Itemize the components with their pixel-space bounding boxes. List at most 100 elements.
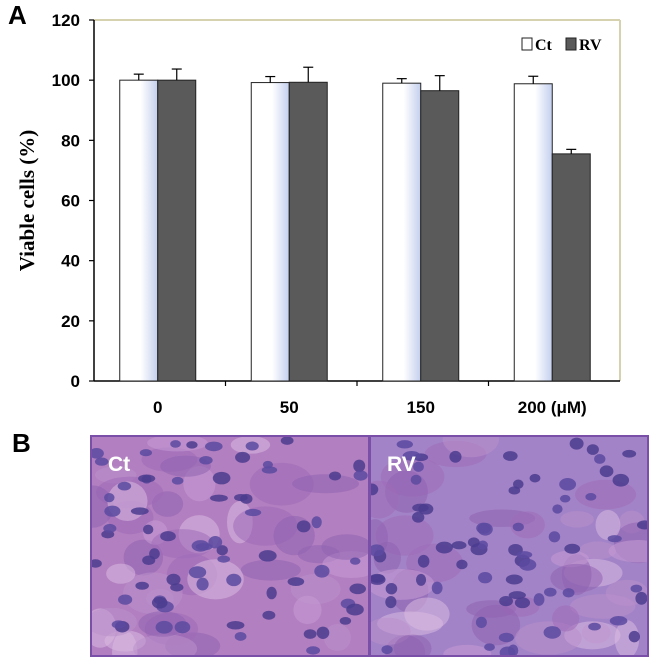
micrograph-ct-nucleus (135, 581, 149, 590)
micrograph-rv-cytoplasm (404, 597, 450, 631)
micrograph-ct-cytoplasm (249, 462, 314, 506)
micrograph-ct-nucleus (130, 507, 149, 515)
micrograph-rv-nucleus (630, 584, 643, 593)
y-tick-label: 60 (61, 192, 80, 211)
micrograph-rv-nucleus (435, 541, 453, 554)
micrograph-rv-cytoplasm (550, 550, 590, 568)
micrograph-rv-cytoplasm (443, 644, 492, 655)
micrograph-ct-nucleus (226, 620, 245, 630)
bar-rv-2 (420, 90, 460, 382)
micrograph-rv-nucleus (484, 643, 495, 651)
x-tick-label: 150 (407, 398, 435, 417)
micrograph-ct-nucleus (316, 626, 330, 639)
micrograph-rv-nucleus (519, 558, 537, 571)
micrograph-rv-cytoplasm (614, 620, 640, 655)
micrograph-ct-nucleus (346, 603, 364, 616)
micrograph-ct-nucleus (174, 621, 191, 634)
micrograph-ct-nucleus (104, 505, 121, 517)
micrograph-rv-nucleus (599, 465, 614, 478)
micrograph-rv-nucleus (514, 597, 531, 609)
micrograph-rv-nucleus (381, 645, 393, 655)
micrograph-rv-nucleus (456, 559, 468, 570)
micrograph-ct-nucleus (296, 520, 311, 533)
micrograph-rv-nucleus (512, 479, 524, 489)
micrograph-ct-nucleus (258, 550, 277, 562)
legend-swatch-ct (521, 37, 533, 51)
bar-ct-3 (513, 83, 553, 382)
micrograph-ct-image (92, 437, 368, 655)
micrograph-ct-nucleus (196, 577, 209, 591)
micrograph-rv-nucleus (385, 582, 398, 595)
micrograph-rv-label: RV (387, 453, 416, 476)
micrograph-rv-nucleus (477, 540, 488, 550)
micrograph-rv-nucleus (413, 461, 424, 472)
micrograph-rv-nucleus (609, 616, 628, 626)
micrograph-rv-nucleus (371, 574, 386, 585)
micrograph-rv-nucleus (503, 451, 518, 461)
micrograph-ct-nucleus (234, 632, 247, 641)
bar-ct-0 (119, 79, 159, 382)
bar-chart: 0 20 40 60 80 100 120 Viable cells (%) 0 50 150 200… (15, 11, 621, 417)
micrograph-ct-nucleus (235, 451, 251, 463)
micrograph-ct-nucleus (208, 536, 223, 549)
micrograph-rv-nucleus (371, 483, 379, 496)
micrograph-ct-nucleus (104, 493, 115, 503)
micrograph-ct-nucleus (303, 629, 317, 639)
micrograph-rv-nucleus (562, 588, 575, 598)
micrograph-rv-image (371, 437, 647, 655)
y-tick-label: 40 (61, 252, 80, 271)
micrograph-ct-nucleus (353, 470, 368, 481)
x-tick-label: 200 (μM) (518, 398, 587, 417)
micrograph-ct-cytoplasm (323, 624, 351, 652)
micrograph-ct-nucleus (311, 516, 322, 529)
micrograph-ct-nucleus (171, 476, 184, 485)
micrograph-ct-nucleus (103, 523, 117, 533)
micrograph-ct-nucleus (191, 540, 210, 552)
micrograph-rv-nucleus (637, 520, 647, 530)
micrograph-ct-nucleus (262, 610, 276, 620)
micrograph-rv-nucleus (410, 474, 422, 485)
micrograph-rv-nucleus (507, 644, 519, 655)
micrograph-ct-nucleus (166, 573, 181, 586)
micrograph-ct-cytoplasm (160, 455, 211, 477)
micrograph-ct-nucleus (244, 508, 262, 517)
micrograph-rv-nucleus (385, 596, 397, 609)
micrograph-ct-nucleus (117, 481, 132, 491)
micrograph-ct-nucleus (234, 493, 248, 502)
micrograph-ct-nucleus (306, 646, 321, 655)
micrograph-ct: Ct (90, 435, 370, 657)
micrograph-rv-nucleus (607, 535, 622, 543)
micrograph-ct-nucleus (170, 440, 181, 448)
micrograph-rv-cytoplasm (550, 563, 603, 593)
micrograph-ct-nucleus (94, 457, 109, 466)
micrograph-rv-nucleus (564, 543, 581, 554)
micrograph-ct-cytoplasm (293, 595, 322, 625)
micrograph-ct-nucleus (217, 555, 231, 563)
bar-ct-2 (382, 82, 422, 382)
micrograph-ct-nucleus (216, 545, 228, 556)
micrograph-ct-cytoplasm (133, 634, 198, 655)
y-tick-label: 0 (71, 372, 80, 391)
micrograph-rv-cytoplasm (560, 511, 594, 528)
micrograph-rv-cytoplasm (608, 540, 647, 563)
micrograph-ct-nucleus (349, 583, 366, 595)
micrograph-rv-nucleus (451, 541, 467, 550)
micrograph-ct-nucleus (287, 577, 305, 586)
micrograph-rv-cytoplasm (575, 479, 637, 510)
micrograph-ct-cytoplasm (273, 515, 315, 556)
micrograph-rv-cytoplasm (595, 510, 621, 540)
micrograph-rv-nucleus (516, 551, 533, 559)
micrograph-ct-nucleus (205, 441, 223, 452)
micrograph-rv-nucleus (412, 503, 429, 512)
bar-rv-3 (551, 153, 591, 382)
micrograph-rv-cytoplasm (393, 634, 432, 655)
micrograph-rv-nucleus (498, 632, 514, 643)
micrograph-rv-nucleus (478, 572, 493, 584)
micrograph-rv-nucleus (467, 537, 480, 548)
micrograph-ct-nucleus (111, 620, 126, 629)
micrograph-rv-cytoplasm (510, 511, 545, 539)
micrograph-ct-nucleus (226, 573, 242, 587)
bar-rv-1 (288, 81, 328, 382)
micrograph-ct-nucleus (350, 557, 361, 565)
micrograph-rv-nucleus (412, 511, 425, 523)
